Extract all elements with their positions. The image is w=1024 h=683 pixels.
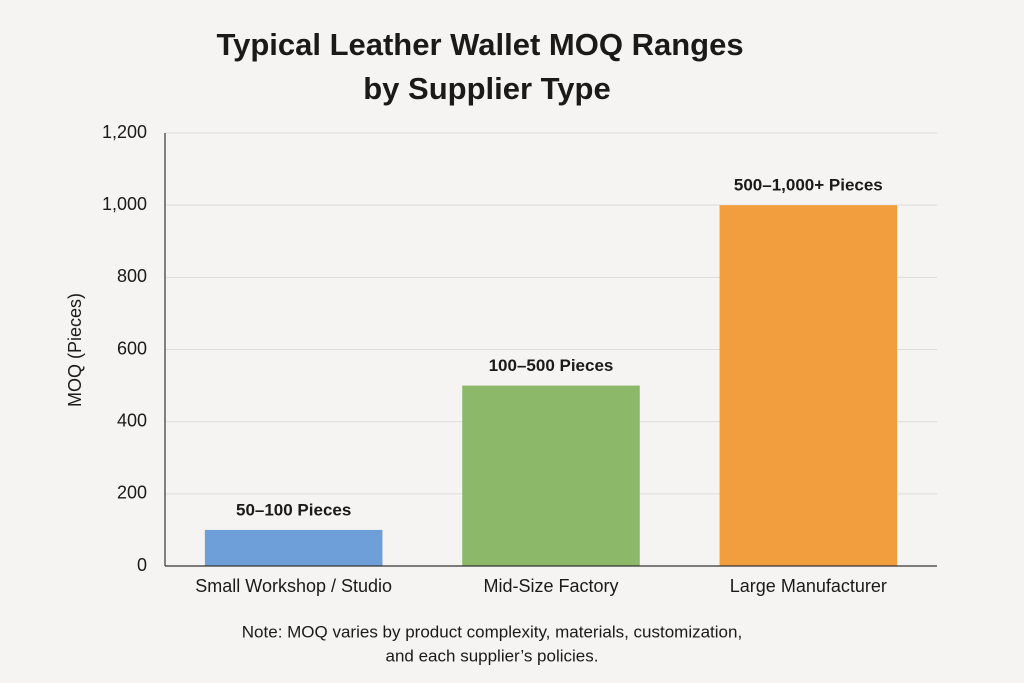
note: and each supplier’s policies. — [386, 646, 599, 665]
chart-title: by Supplier Type — [363, 71, 610, 106]
y-tick-label: 1,200 — [102, 122, 147, 142]
y-tick-label: 600 — [117, 338, 147, 358]
bar — [462, 385, 640, 566]
y-tick-label: 200 — [117, 483, 147, 503]
y-tick-label: 1,000 — [102, 194, 147, 214]
x-tick-label: Large Manufacturer — [730, 576, 887, 596]
value-label: 500–1,000+ Pieces — [734, 176, 883, 195]
y-tick-label: 0 — [137, 555, 147, 575]
x-tick-label: Small Workshop / Studio — [195, 576, 392, 596]
value-label: 100–500 Pieces — [489, 356, 614, 375]
y-axis-label: MOQ (Pieces) — [65, 293, 85, 407]
x-tick-label: Mid-Size Factory — [483, 576, 618, 596]
y-tick-label: 400 — [117, 410, 147, 430]
note: Note: MOQ varies by product complexity, … — [242, 622, 742, 641]
chart-title: Typical Leather Wallet MOQ Ranges — [216, 27, 743, 62]
y-tick-label: 800 — [117, 266, 147, 286]
bar — [719, 205, 898, 566]
bar — [204, 529, 383, 566]
value-label: 50–100 Pieces — [236, 500, 351, 519]
